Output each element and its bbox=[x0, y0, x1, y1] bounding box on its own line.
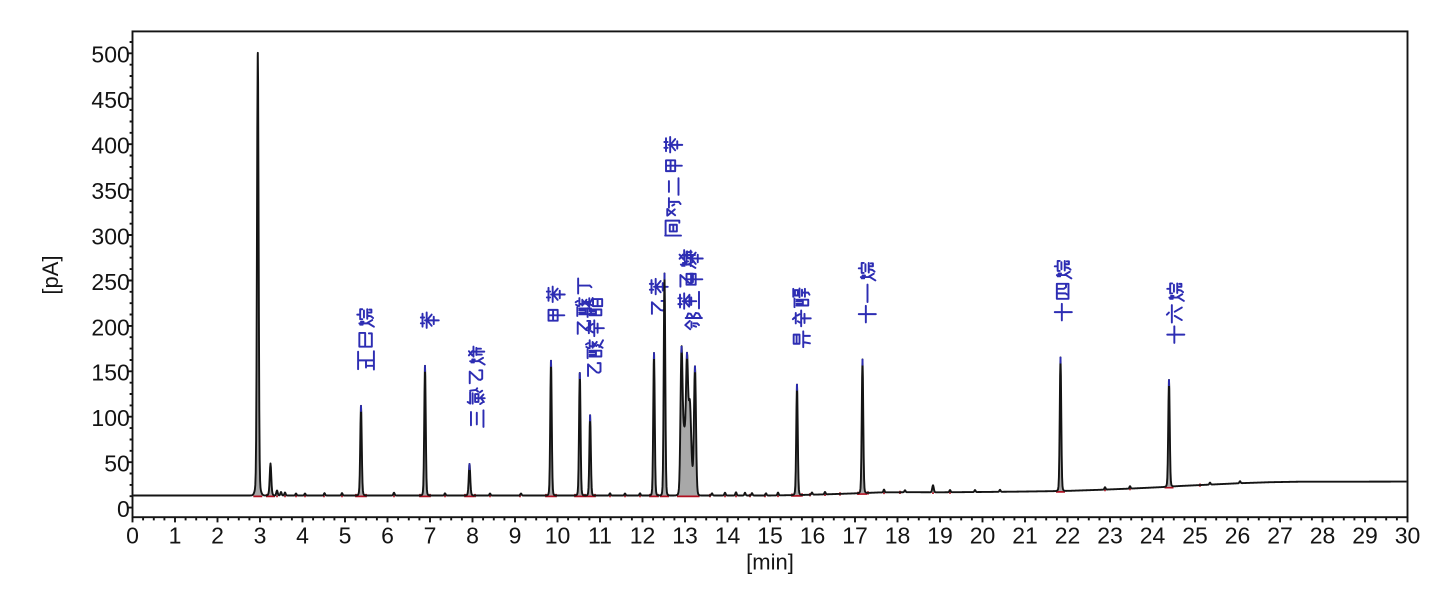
svg-text:12: 12 bbox=[630, 523, 656, 549]
svg-text:150: 150 bbox=[91, 360, 129, 386]
svg-text:30: 30 bbox=[1395, 523, 1421, 549]
svg-text:10: 10 bbox=[545, 523, 571, 549]
svg-text:200: 200 bbox=[91, 314, 129, 340]
svg-text:4: 4 bbox=[296, 523, 309, 549]
svg-text:25: 25 bbox=[1182, 523, 1208, 549]
svg-text:0: 0 bbox=[117, 496, 130, 522]
svg-text:19: 19 bbox=[927, 523, 953, 549]
svg-text:7: 7 bbox=[424, 523, 437, 549]
svg-text:13: 13 bbox=[672, 523, 698, 549]
svg-text:16: 16 bbox=[800, 523, 826, 549]
svg-text:8: 8 bbox=[466, 523, 479, 549]
svg-text:11: 11 bbox=[588, 523, 612, 549]
svg-text:[pA]: [pA] bbox=[38, 255, 63, 294]
svg-text:20: 20 bbox=[970, 523, 996, 549]
svg-text:29: 29 bbox=[1352, 523, 1378, 549]
svg-text:27: 27 bbox=[1267, 523, 1293, 549]
svg-text:100: 100 bbox=[91, 405, 129, 431]
svg-text:21: 21 bbox=[1012, 523, 1038, 549]
svg-text:24: 24 bbox=[1140, 523, 1166, 549]
svg-text:22: 22 bbox=[1055, 523, 1081, 549]
svg-text:400: 400 bbox=[91, 133, 129, 159]
svg-text:14: 14 bbox=[715, 523, 741, 549]
svg-text:500: 500 bbox=[91, 42, 129, 68]
svg-text:250: 250 bbox=[91, 269, 129, 295]
svg-text:6: 6 bbox=[381, 523, 394, 549]
svg-text:[min]: [min] bbox=[746, 550, 794, 575]
svg-text:3: 3 bbox=[254, 523, 267, 549]
svg-text:450: 450 bbox=[91, 87, 129, 113]
svg-text:1: 1 bbox=[169, 523, 182, 549]
svg-text:17: 17 bbox=[842, 523, 868, 549]
svg-text:23: 23 bbox=[1097, 523, 1123, 549]
svg-text:0: 0 bbox=[126, 523, 139, 549]
svg-text:350: 350 bbox=[91, 178, 129, 204]
svg-text:300: 300 bbox=[91, 223, 129, 249]
svg-text:50: 50 bbox=[104, 451, 130, 477]
svg-text:18: 18 bbox=[885, 523, 911, 549]
svg-text:28: 28 bbox=[1310, 523, 1336, 549]
svg-text:9: 9 bbox=[509, 523, 522, 549]
svg-text:5: 5 bbox=[339, 523, 352, 549]
svg-text:26: 26 bbox=[1225, 523, 1251, 549]
svg-text:2: 2 bbox=[211, 523, 224, 549]
svg-text:15: 15 bbox=[757, 523, 783, 549]
